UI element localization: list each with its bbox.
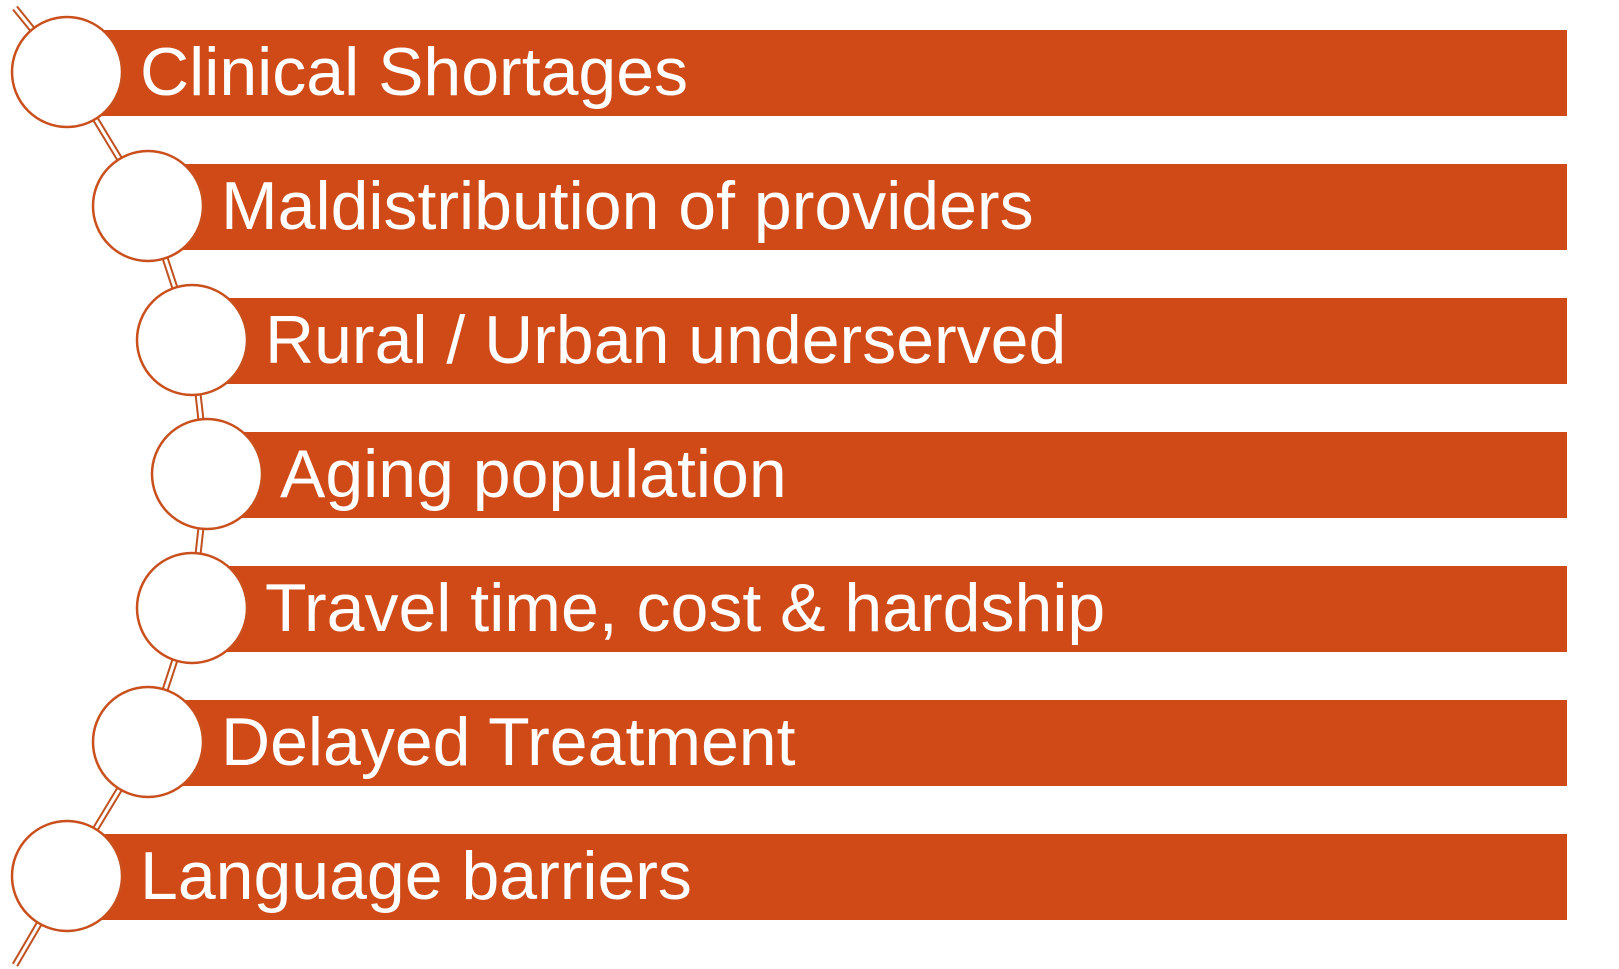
- item-circle: [135, 551, 249, 665]
- item-circle: [150, 417, 264, 531]
- item-circle: [91, 685, 205, 799]
- item-label: Travel time, cost & hardship: [265, 570, 1105, 646]
- list-item: Delayed Treatment: [91, 685, 1567, 799]
- item-label: Delayed Treatment: [221, 704, 796, 780]
- item-circle: [10, 819, 124, 933]
- list-item: Maldistribution of providers: [91, 149, 1567, 263]
- item-circle: [10, 15, 124, 129]
- item-bar: [181, 164, 1567, 250]
- item-bar: [100, 834, 1567, 920]
- list-item: Language barriers: [10, 819, 1567, 933]
- item-label: Maldistribution of providers: [221, 168, 1034, 244]
- list-item: Aging population: [150, 417, 1567, 531]
- rows: Clinical Shortages Maldistribution of pro…: [10, 15, 1567, 933]
- item-circle: [135, 283, 249, 397]
- list-item: Rural / Urban underserved: [135, 283, 1567, 397]
- item-bar: [100, 30, 1567, 116]
- list-item: Clinical Shortages: [10, 15, 1567, 129]
- item-circle: [91, 149, 205, 263]
- item-bar: [225, 298, 1567, 384]
- item-label: Aging population: [280, 436, 787, 512]
- item-label: Language barriers: [140, 838, 692, 914]
- item-bar: [225, 566, 1567, 652]
- item-bar: [240, 432, 1567, 518]
- list-item: Travel time, cost & hardship: [135, 551, 1567, 665]
- item-label: Clinical Shortages: [140, 34, 688, 110]
- item-label: Rural / Urban underserved: [265, 302, 1066, 378]
- item-bar: [181, 700, 1567, 786]
